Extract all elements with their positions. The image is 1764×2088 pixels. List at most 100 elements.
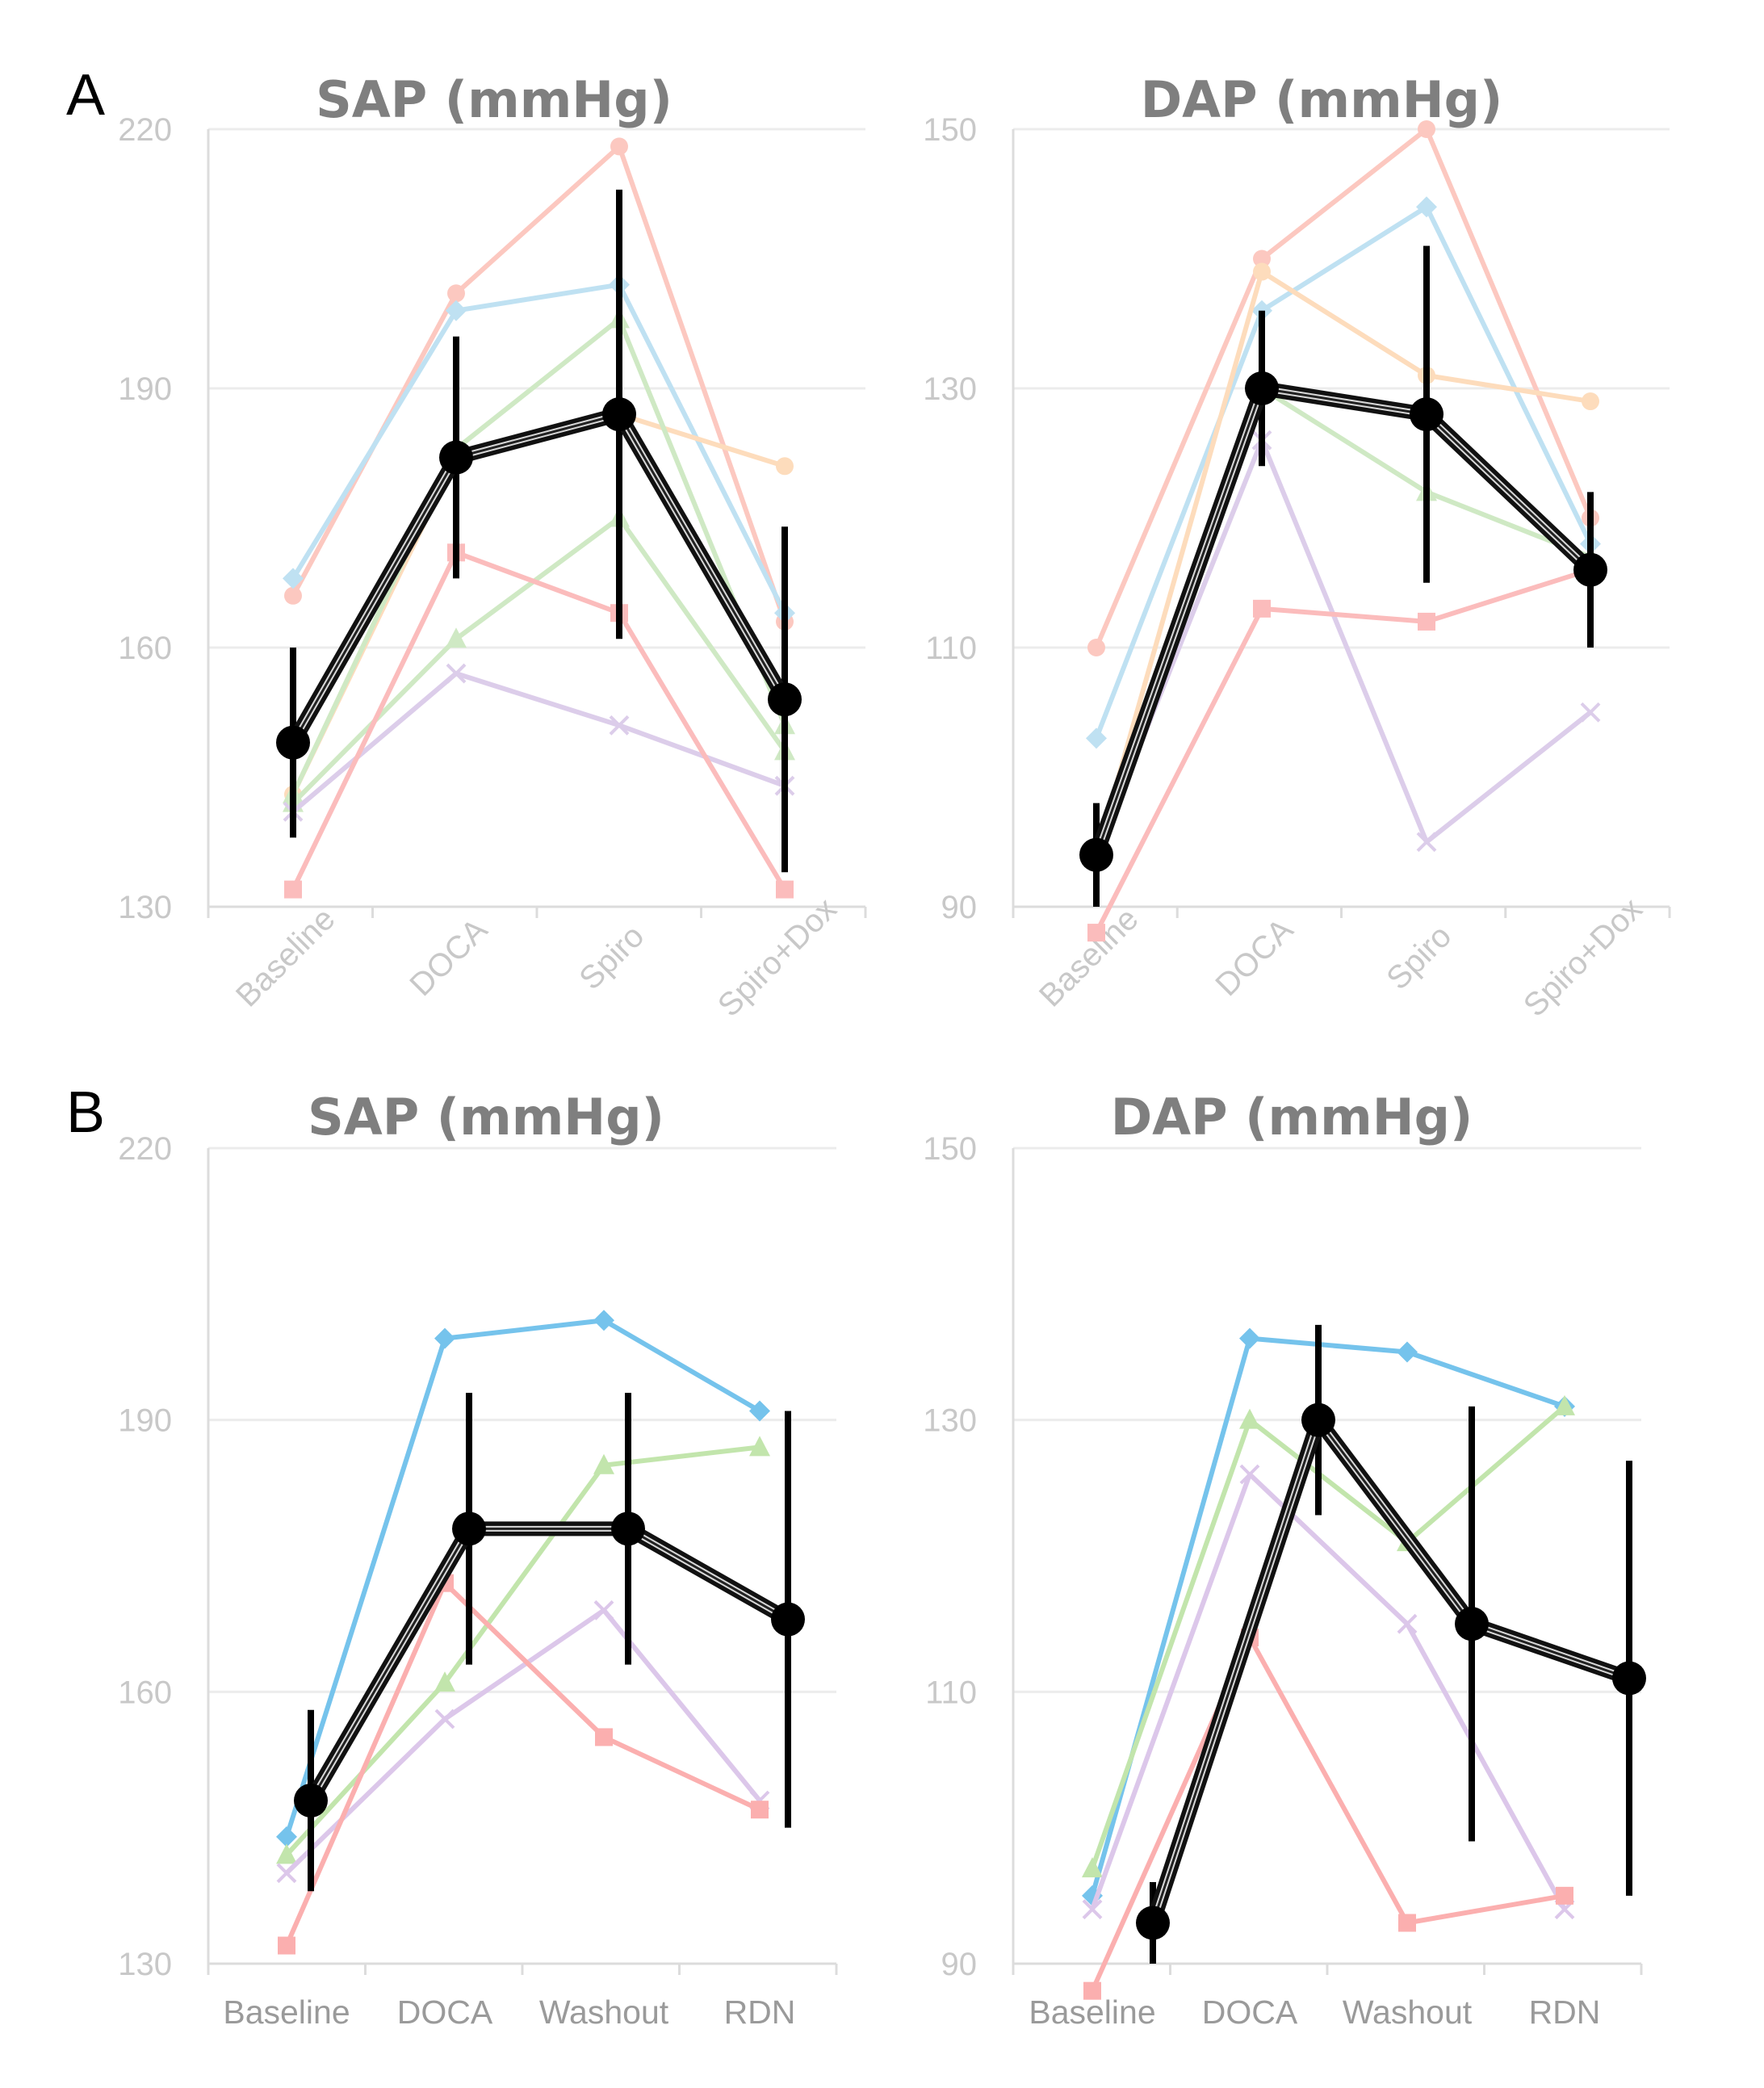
series-line: [1090, 1404, 1566, 1870]
series-line: [284, 1444, 760, 1857]
series-line: [284, 1318, 761, 1838]
data-point: [1087, 924, 1105, 942]
y-tick-label: 110: [925, 631, 977, 666]
data-point: [276, 1863, 297, 1884]
data-point: [1416, 832, 1437, 853]
data-point: [446, 627, 467, 648]
data-point: [1239, 1327, 1260, 1349]
panel-letter-b: B: [66, 1080, 105, 1145]
data-point: [1556, 1886, 1573, 1905]
mean-point: [1573, 552, 1607, 587]
mean-line-core: [1151, 1419, 1630, 1923]
data-point: [1239, 1408, 1260, 1429]
data-point: [749, 1436, 770, 1457]
y-tick-label: 110: [925, 1675, 977, 1710]
chart-title: DAP (mmHg): [1111, 1088, 1473, 1147]
series: [283, 274, 795, 624]
y-tick-label: 130: [923, 371, 977, 407]
data-point: [610, 137, 628, 156]
y-tick-label: 220: [118, 112, 172, 148]
chart-a-dap: DAP (mmHg) 90 110 130 150 Baseline DOCA Spiro S…: [923, 70, 1671, 1024]
data-point: [1253, 249, 1271, 268]
mean-series: [1079, 245, 1607, 907]
y-tick-label: 90: [941, 890, 978, 925]
data-point: [1087, 639, 1105, 656]
data-point: [776, 457, 794, 476]
data-point: [1253, 262, 1271, 281]
mean-point: [294, 1784, 328, 1818]
data-point: [593, 1600, 614, 1621]
data-point: [749, 1400, 770, 1422]
y-tick-label: 150: [923, 1131, 977, 1167]
x-tick-label: Spiro: [1380, 918, 1458, 996]
panel-letter-a: A: [66, 63, 105, 128]
mean-series: [276, 189, 802, 873]
data-point: [593, 1453, 614, 1474]
mean-series: [1136, 1324, 1646, 1964]
x-tick-label: DOCA: [1209, 912, 1300, 1003]
mean-point: [611, 1511, 645, 1546]
x-tick-label: RDN: [1529, 1994, 1601, 2031]
data-point: [284, 586, 302, 605]
mean-line-core: [291, 413, 786, 744]
data-point: [609, 715, 630, 736]
x-tick-label: DOCA: [1202, 1994, 1298, 2031]
data-point: [434, 1671, 455, 1692]
x-tick-label: Baseline: [1033, 901, 1146, 1014]
chart-b-sap: SAP (mmHg) 130 160 190 220 Baseline DOCA Washo…: [118, 1088, 838, 2031]
mean-line-core: [309, 1527, 789, 1801]
y-tick-label: 160: [118, 631, 172, 666]
x-tick-label: Spiro: [572, 918, 651, 996]
data-point: [593, 1310, 614, 1331]
data-point: [446, 300, 467, 321]
x-tick-label: Spiro+Dox: [711, 891, 844, 1024]
series-line: [1090, 1635, 1565, 1992]
mean-series: [294, 1393, 805, 1892]
y-tick-label: 190: [118, 371, 172, 407]
mean-point: [602, 397, 636, 432]
y-tick-label: 130: [118, 890, 172, 925]
series-line: [1094, 127, 1593, 649]
data-point: [434, 1709, 455, 1730]
data-point: [283, 568, 304, 589]
y-tick-label: 130: [923, 1403, 977, 1439]
x-tick-label: Baseline: [229, 901, 342, 1014]
data-point: [1082, 1857, 1103, 1878]
data-point: [276, 1826, 297, 1847]
chart-title: SAP (mmHg): [308, 1088, 664, 1147]
y-tick-label: 150: [923, 112, 977, 148]
chart-a-sap: SAP (mmHg) 130 160 190 220 Baseline DOCA Spiro…: [118, 70, 867, 1024]
x-tick-label: RDN: [724, 1994, 796, 2031]
data-point: [595, 1728, 613, 1746]
data-point: [1418, 612, 1435, 631]
y-tick-label: 190: [118, 1403, 172, 1439]
mean-point: [1455, 1607, 1489, 1641]
series-line: [291, 550, 787, 891]
series: [276, 1310, 770, 1847]
series: [283, 308, 795, 803]
data-point: [1397, 1341, 1418, 1363]
mean-line: [304, 1521, 792, 1805]
mean-point: [1612, 1661, 1646, 1696]
chart-title: DAP (mmHg): [1141, 70, 1503, 129]
data-point: [1253, 599, 1271, 618]
x-tick-label: Spiro+Dox: [1517, 891, 1649, 1024]
y-tick-label: 220: [118, 1131, 172, 1167]
y-tick-label: 160: [118, 1675, 172, 1710]
mean-point: [439, 440, 473, 475]
x-tick-label: DOCA: [397, 1994, 493, 2031]
series: [1082, 1394, 1575, 1878]
data-point: [1416, 196, 1437, 218]
series-line: [1094, 269, 1591, 856]
series: [1086, 196, 1601, 749]
data-point: [1582, 392, 1599, 411]
mean-point: [276, 725, 310, 760]
data-point: [1398, 1914, 1416, 1932]
series-line: [1094, 567, 1591, 934]
x-tick-label: Baseline: [223, 1994, 350, 2031]
data-point: [1082, 1899, 1103, 1920]
data-point: [776, 880, 794, 899]
series-line: [1090, 1472, 1567, 1911]
